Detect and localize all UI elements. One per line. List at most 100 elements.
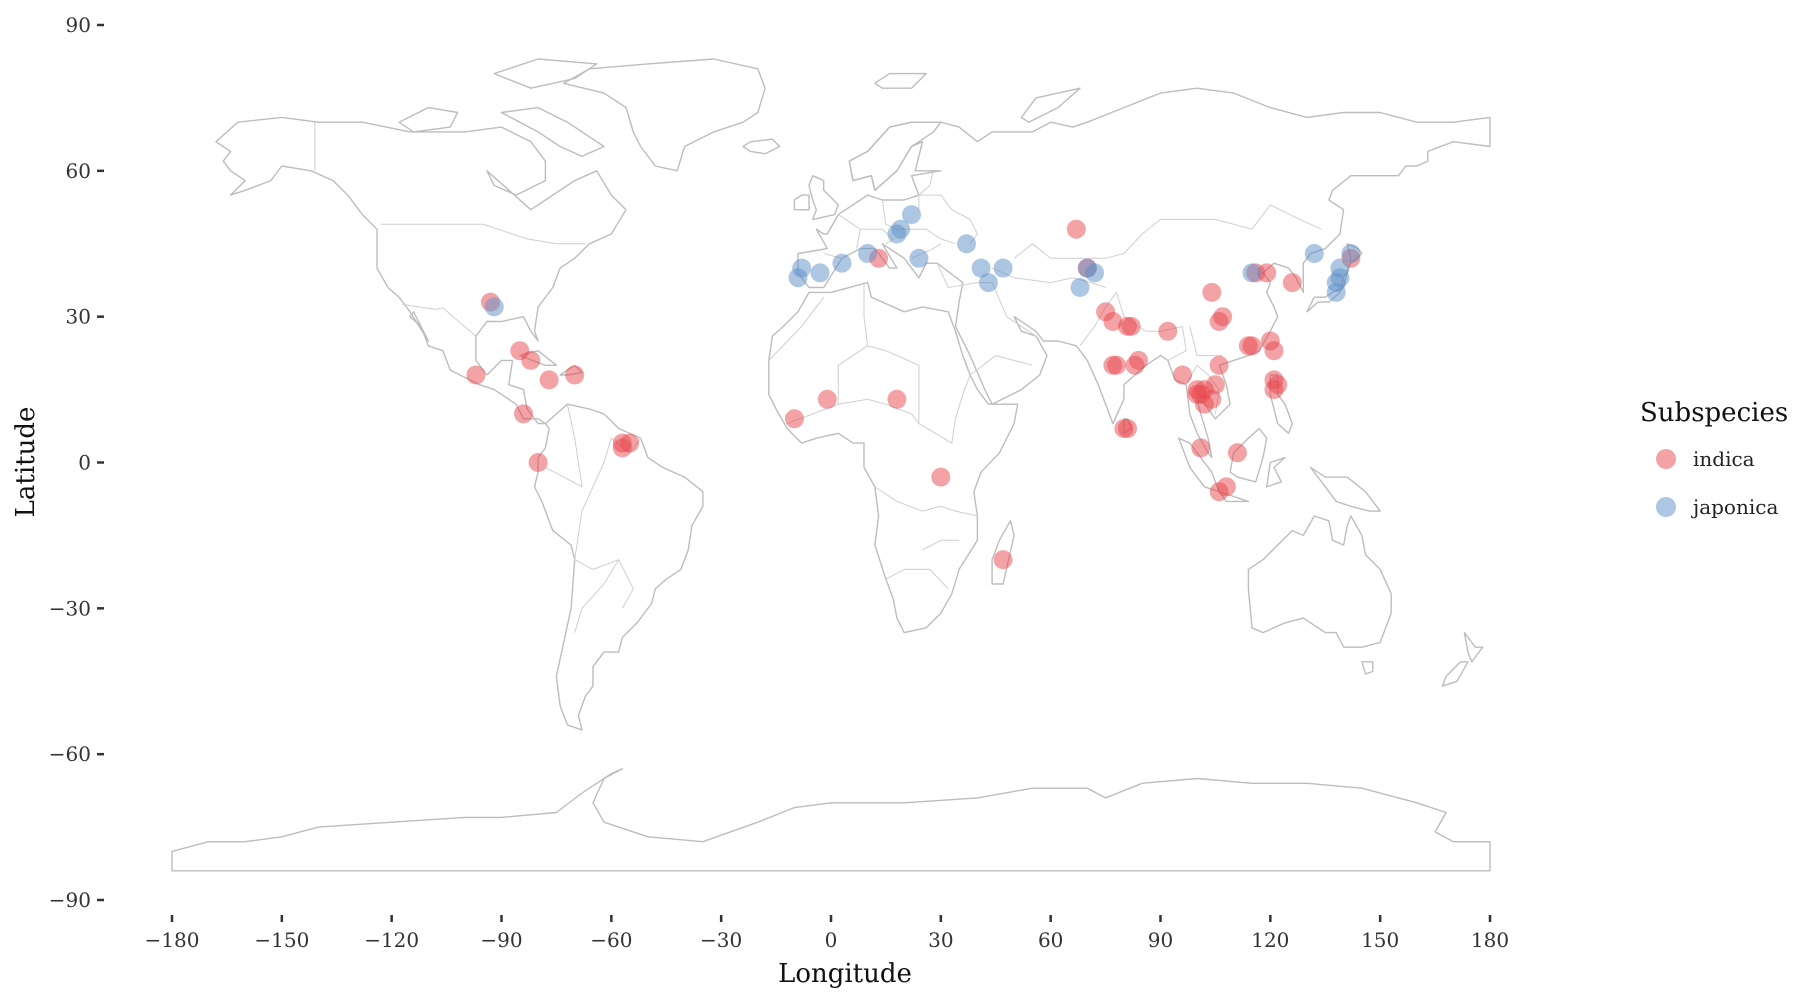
y-tick-label: 0 — [78, 451, 91, 475]
y-tick-label: 90 — [66, 13, 91, 37]
landmass-scandinavia-north — [848, 121, 942, 191]
point-indica — [1213, 307, 1233, 327]
country-border — [918, 170, 934, 210]
x-tick-label: 0 — [825, 928, 838, 952]
x-tick-label: 120 — [1251, 928, 1289, 952]
country-border — [1013, 204, 1322, 259]
landmass-ellesmere-island — [493, 58, 598, 89]
point-indica — [1191, 438, 1211, 458]
legend-label-japonica: japonica — [1691, 495, 1778, 519]
country-border — [838, 214, 861, 249]
point-japonica — [909, 248, 929, 268]
point-japonica — [792, 258, 812, 278]
x-tick-label: −30 — [700, 928, 742, 952]
point-indica — [1118, 419, 1137, 438]
country-border — [402, 304, 477, 337]
point-japonica — [1341, 244, 1361, 263]
point-japonica — [978, 273, 998, 293]
point-indica — [1216, 477, 1236, 497]
landmass-new-zealand-south — [1441, 661, 1469, 687]
point-japonica — [1070, 278, 1090, 297]
landmass-iceland — [742, 138, 781, 155]
country-border — [885, 568, 949, 590]
country-border — [574, 559, 634, 609]
point-indica — [1158, 321, 1178, 341]
landmass-australia — [1247, 515, 1392, 648]
point-japonica — [858, 244, 878, 263]
point-japonica — [1330, 258, 1350, 278]
landmass-svalbard — [874, 72, 927, 89]
point-indica — [931, 467, 951, 487]
point-japonica — [1085, 263, 1105, 283]
point-indica — [1209, 355, 1229, 375]
point-indica — [1268, 375, 1288, 395]
point-indica — [887, 389, 907, 409]
point-indica — [1173, 365, 1192, 385]
landmass-ireland — [793, 194, 810, 211]
point-indica — [1282, 273, 1302, 293]
landmass-novaya-zemlya — [1020, 87, 1081, 123]
point-indica — [539, 370, 559, 390]
landmass-antarctica — [171, 768, 1491, 872]
legend-title: Subspecies — [1640, 398, 1788, 428]
point-indica — [993, 550, 1013, 570]
landmass-baffin-island — [500, 106, 605, 157]
x-tick-label: −180 — [145, 928, 200, 952]
point-indica — [784, 409, 804, 429]
landmass-south-america — [533, 403, 704, 731]
point-japonica — [1304, 244, 1324, 263]
y-tick-label: −60 — [49, 742, 91, 766]
x-axis-title: Longitude — [778, 959, 912, 989]
country-border — [922, 539, 960, 551]
point-indica — [1103, 312, 1123, 331]
point-japonica — [1242, 263, 1262, 283]
point-indica — [1202, 282, 1222, 302]
point-indica — [1194, 380, 1214, 400]
y-axis-title: Latitude — [11, 407, 41, 518]
landmass-new-zealand-north — [1463, 631, 1484, 663]
y-tick-label: 30 — [66, 305, 91, 329]
x-tick-label: 60 — [1038, 928, 1063, 952]
data-points — [466, 205, 1361, 570]
landmass-great-britain — [808, 175, 839, 221]
landmass-tasmania — [1361, 661, 1374, 675]
country-border — [1189, 326, 1223, 357]
point-indica — [466, 365, 486, 385]
x-axis: −180 −150 −120 −90 −60 −30 0 30 60 90 120 150 180 — [145, 915, 1509, 952]
legend: Subspecies indica japonica — [1640, 398, 1788, 519]
point-japonica — [971, 258, 991, 278]
landmass-victoria-island — [398, 106, 459, 133]
country-border — [991, 267, 1106, 288]
country-border — [881, 199, 956, 245]
landmass-new-guinea — [1309, 466, 1381, 512]
country-border — [574, 438, 612, 560]
x-tick-label: 30 — [928, 928, 953, 952]
x-tick-label: 90 — [1148, 928, 1173, 952]
landmass-north-america — [215, 116, 627, 425]
point-indica — [1227, 443, 1247, 463]
point-indica — [528, 453, 548, 472]
world-basemap — [171, 58, 1491, 872]
point-japonica — [832, 253, 852, 273]
x-tick-label: −120 — [364, 928, 419, 952]
landmass-sulawesi — [1266, 456, 1286, 488]
point-indica — [565, 365, 585, 385]
country-border — [837, 345, 868, 405]
point-japonica — [810, 263, 830, 283]
point-indica — [1257, 263, 1277, 283]
point-indica — [514, 404, 533, 424]
landmass-madagascar — [991, 520, 1015, 585]
legend-label-indica: indica — [1693, 447, 1755, 471]
x-tick-label: −150 — [254, 928, 309, 952]
country-border — [786, 398, 920, 425]
point-indica — [612, 438, 632, 458]
country-border — [874, 486, 978, 517]
point-japonica — [902, 205, 921, 225]
y-tick-label: −90 — [49, 888, 91, 912]
point-indica — [817, 389, 837, 409]
point-indica — [1264, 341, 1284, 361]
legend-key-japonica — [1656, 497, 1676, 517]
point-indica — [1107, 355, 1127, 375]
point-indica — [1129, 350, 1148, 370]
